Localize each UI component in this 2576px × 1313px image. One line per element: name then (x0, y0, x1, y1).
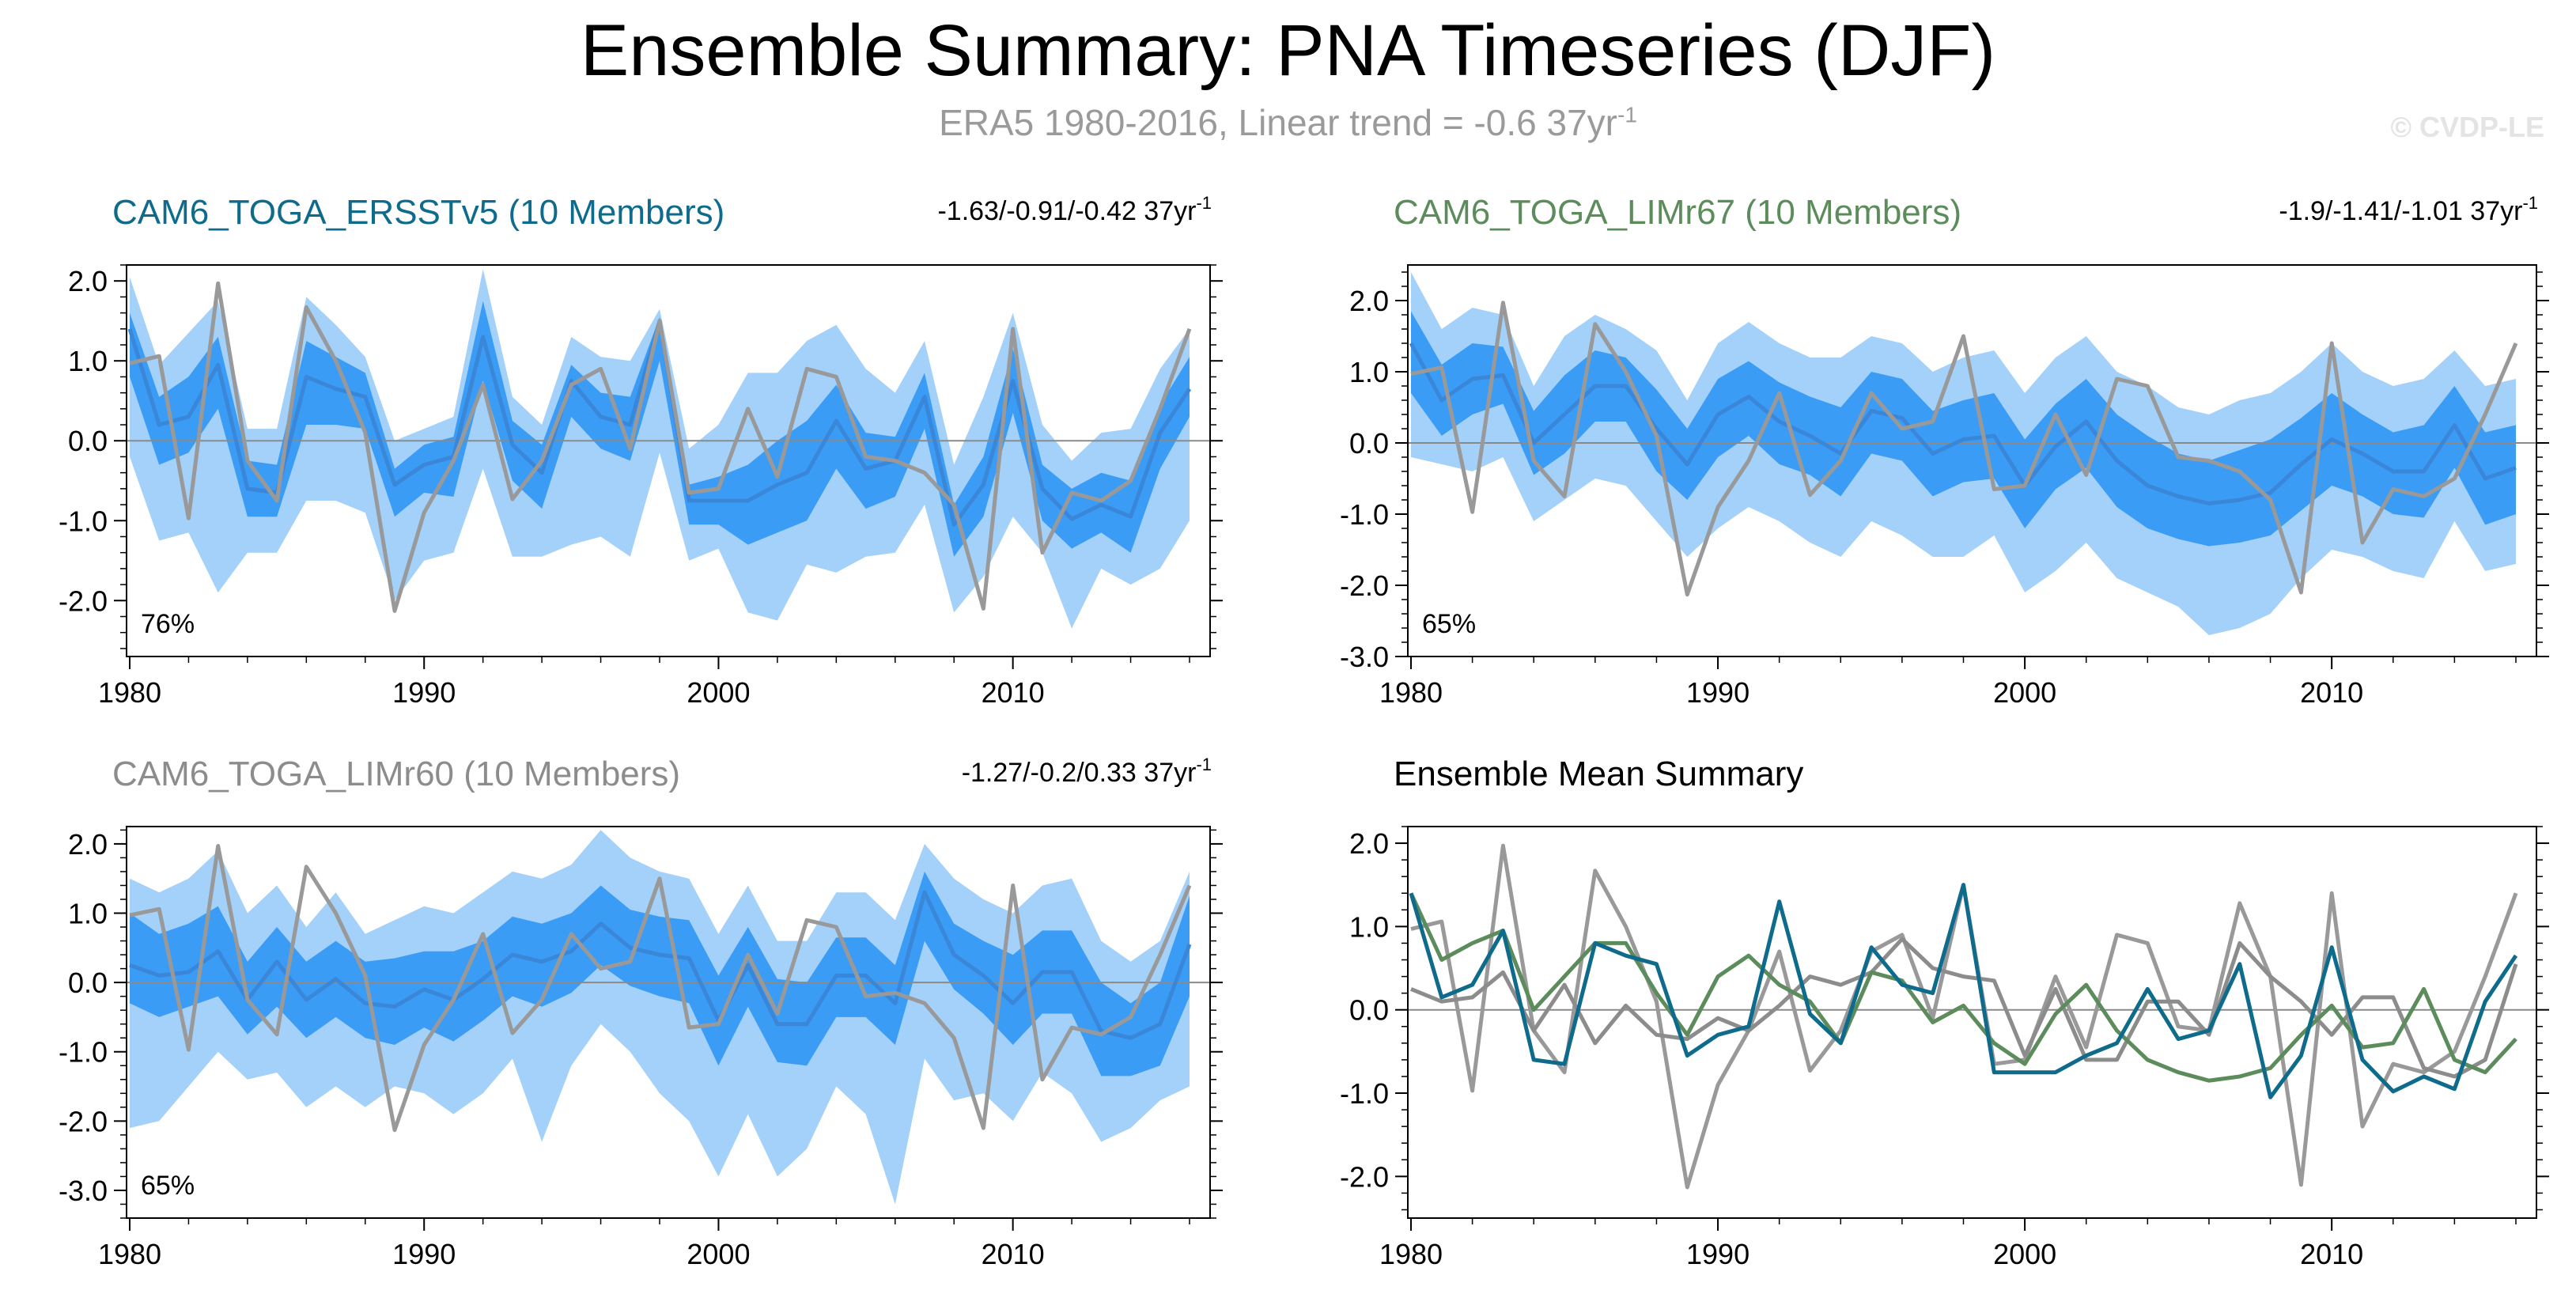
panel-title: Ensemble Mean Summary (1394, 755, 1803, 793)
x-tick-label: 1990 (1686, 1238, 1749, 1270)
x-tick-label: 2000 (1993, 1238, 2056, 1270)
y-tick-label: -3.0 (1340, 641, 1389, 673)
y-tick-label: 0.0 (68, 967, 108, 999)
subtitle-superscript: -1 (1617, 102, 1637, 127)
y-tick-label: 0.0 (1349, 994, 1389, 1027)
ensemble-mean-line (1409, 342, 2517, 505)
y-tick-label: 1.0 (1349, 356, 1389, 388)
series-line-cam6-toga-limr60 (1410, 937, 2518, 1079)
y-tick-label: -1.0 (1340, 1077, 1389, 1110)
spread-band-inner (130, 301, 1190, 557)
plot-area (1408, 272, 2536, 635)
y-tick-label: -2.0 (59, 585, 108, 617)
percent-annotation: 65% (141, 1171, 195, 1201)
trend-label: -1.27/-0.2/0.33 37yr-1 (962, 755, 1212, 788)
credit-watermark: © CVDP-LE (2390, 111, 2544, 143)
trend-label: -1.9/-1.41/-1.01 37yr-1 (2279, 193, 2538, 226)
panel-ersstv5: CAM6_TOGA_ERSSTv5 (10 Members) -1.63/-0.9… (59, 193, 1223, 709)
trend-text: -1.27/-0.2/0.33 37yr (962, 758, 1197, 788)
y-tick-label: -1.0 (59, 505, 108, 537)
plot-area (127, 269, 1210, 629)
panel-ensemble-mean-summary: Ensemble Mean Summary 2.0 1.0 0.0 -1.0 -2.0 19… (1340, 755, 2549, 1270)
y-tick-label: -1.0 (1340, 498, 1389, 531)
trend-superscript: -1 (1196, 193, 1212, 213)
panel-limr67: CAM6_TOGA_LIMr67 (10 Members) -1.9/-1.41/… (1340, 193, 2549, 709)
panel-title: CAM6_TOGA_LIMr60 (10 Members) (112, 755, 680, 793)
y-tick-label: 0.0 (68, 425, 108, 457)
y-tick-label: 1.0 (68, 898, 108, 930)
spread-band-inner (1411, 311, 2516, 547)
x-tick-label: 1990 (392, 1238, 456, 1270)
x-tick-label: 1980 (1379, 1238, 1443, 1270)
ensemble-mean-line (129, 890, 1192, 1040)
figure-title: Ensemble Summary: PNA Timeseries (DJF) (580, 10, 1996, 91)
y-tick-label: 1.0 (68, 345, 108, 377)
plot-area (127, 830, 1210, 1205)
percent-annotation: 65% (1422, 609, 1476, 639)
trend-text: -1.9/-1.41/-1.01 37yr (2279, 196, 2522, 226)
plot-frame (126, 264, 1211, 657)
x-tick-label: 2000 (687, 676, 750, 709)
y-tick-label: 2.0 (1349, 827, 1389, 860)
x-tick-label: 1980 (98, 676, 161, 709)
plot-area (1408, 843, 2536, 1190)
x-tick-label: 1990 (392, 676, 456, 709)
panel-title: CAM6_TOGA_ERSSTv5 (10 Members) (112, 193, 724, 232)
panel-title: CAM6_TOGA_LIMr67 (10 Members) (1394, 193, 1961, 232)
y-tick-label: -2.0 (1340, 1160, 1389, 1193)
y-tick-label: 2.0 (68, 265, 108, 297)
x-tick-label: 2010 (982, 1238, 1045, 1270)
x-tick-label: 1990 (1686, 676, 1749, 709)
x-tick-label: 2010 (982, 676, 1045, 709)
plot-frame (1407, 264, 2537, 657)
trend-label: -1.63/-0.91/-0.42 37yr-1 (937, 193, 1212, 226)
y-tick-label: -2.0 (59, 1105, 108, 1137)
figure-subtitle: ERA5 1980-2016, Linear trend = -0.6 37yr… (0, 101, 2576, 144)
x-tick-label: 1980 (1379, 676, 1443, 709)
plot-frame (126, 826, 1211, 1219)
x-tick-label: 2000 (687, 1238, 750, 1270)
observed-era5-line (129, 281, 1192, 613)
subtitle-text: ERA5 1980-2016, Linear trend = -0.6 37yr (939, 102, 1618, 143)
observed-era5-line (1410, 301, 2518, 597)
x-tick-label: 2000 (1993, 676, 2056, 709)
plot-frame (1407, 826, 2537, 1219)
y-tick-label: 0.0 (1349, 427, 1389, 460)
y-tick-label: -3.0 (59, 1175, 108, 1207)
observed-era5-line (129, 844, 1192, 1133)
trend-superscript: -1 (1196, 755, 1212, 774)
y-tick-label: 2.0 (1349, 285, 1389, 317)
y-tick-label: -2.0 (1340, 569, 1389, 602)
x-tick-label: 2010 (2300, 1238, 2363, 1270)
panel-limr60: CAM6_TOGA_LIMr60 (10 Members) -1.27/-0.2/… (59, 755, 1223, 1270)
series-line-cam6-toga-ersstv5 (1409, 883, 2518, 1099)
x-tick-label: 1980 (98, 1238, 161, 1270)
y-tick-label: -1.0 (59, 1036, 108, 1069)
percent-annotation: 76% (141, 609, 195, 639)
spread-band-inner (130, 871, 1190, 1077)
y-tick-label: 2.0 (68, 828, 108, 861)
trend-superscript: -1 (2522, 193, 2538, 213)
y-tick-label: 1.0 (1349, 910, 1389, 943)
spread-band-outer (130, 269, 1190, 629)
trend-text: -1.63/-0.91/-0.42 37yr (937, 196, 1196, 226)
x-tick-label: 2010 (2300, 676, 2363, 709)
